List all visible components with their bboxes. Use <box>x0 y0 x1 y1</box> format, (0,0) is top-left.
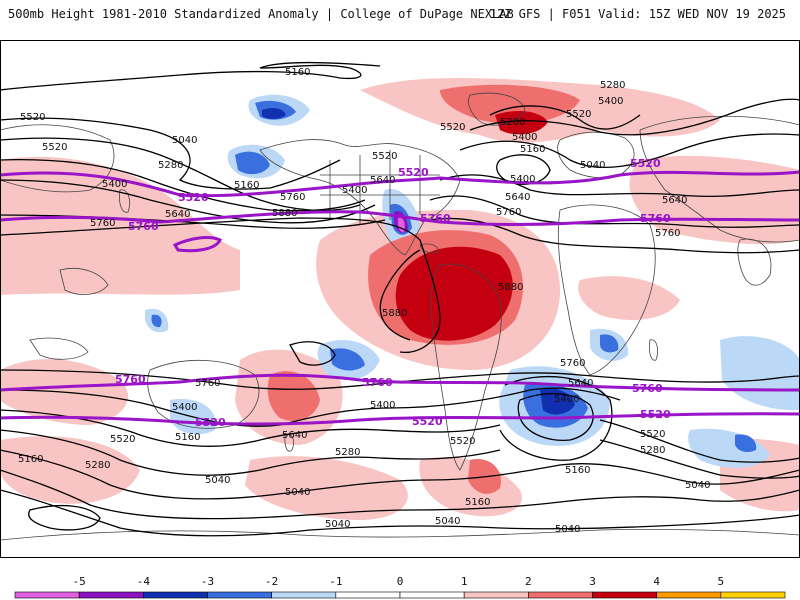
contour-label: 5520 <box>372 151 397 162</box>
purple-contour-label: 5520 <box>195 416 226 429</box>
colorbar-tick-label: 1 <box>461 575 468 588</box>
map-title: 500mb Height 1981-2010 Standardized Anom… <box>8 7 514 21</box>
contour-label: 5760 <box>280 192 305 203</box>
contour-label: 5520 <box>110 434 135 445</box>
anomaly-shading <box>0 78 800 520</box>
contour-label: 5640 <box>568 378 593 389</box>
purple-contour-label: 5520 <box>640 408 671 421</box>
colorbar-tick-label: 5 <box>718 575 725 588</box>
colorbar-swatch <box>335 591 401 599</box>
contour-label: 5880 <box>272 208 297 219</box>
contour-label: 5280 <box>600 80 625 91</box>
contour-label: 5520 <box>640 429 665 440</box>
contour-label: 5640 <box>370 175 395 186</box>
colorbar-tick-label: -2 <box>265 575 278 588</box>
purple-contour-label: 5760 <box>128 220 159 233</box>
contour-label: 5040 <box>555 524 580 535</box>
contour-label: 5160 <box>18 454 43 465</box>
contour-label: 5400 <box>102 179 127 190</box>
purple-contour-label: 5760 <box>420 212 451 225</box>
colorbar: -5 -4 -3 -2 -1 0 1 2 3 4 5 <box>14 575 786 599</box>
contour-label: 5160 <box>234 180 259 191</box>
purple-contour-label: 5520 <box>412 415 443 428</box>
colorbar-swatch <box>656 591 722 599</box>
contour-label: 5040 <box>580 160 605 171</box>
contour-label: 5400 <box>342 185 367 196</box>
contour-label: 5520 <box>450 436 475 447</box>
contour-label: 5040 <box>325 519 350 530</box>
colorbar-swatch <box>271 591 337 599</box>
contour-label: 5760 <box>496 207 521 218</box>
contour-label: 5160 <box>175 432 200 443</box>
colorbar-swatch <box>207 591 272 599</box>
purple-contour-label: 5760 <box>362 376 393 389</box>
contour-label: 5280 <box>500 117 525 128</box>
contour-label: 5400 <box>512 132 537 143</box>
colorbar-swatch <box>592 591 657 599</box>
contour-label: 5520 <box>440 122 465 133</box>
contour-label: 5160 <box>565 465 590 476</box>
contour-label: 5160 <box>520 144 545 155</box>
contour-label: 5160 <box>465 497 490 508</box>
colorbar-swatch <box>463 591 529 599</box>
contour-label: 5280 <box>640 445 665 456</box>
contour-label: 5400 <box>554 394 579 405</box>
purple-contour-labels: 5520 5760 5520 5760 5520 5760 5760 5760 … <box>115 157 671 429</box>
colorbar-swatches <box>14 591 786 599</box>
colorbar-swatch <box>14 591 80 599</box>
contour-label: 5400 <box>370 400 395 411</box>
colorbar-ticks: -5 -4 -3 -2 -1 0 1 2 3 4 5 <box>73 575 725 588</box>
contour-label: 5760 <box>655 228 680 239</box>
contour-label: 5280 <box>335 447 360 458</box>
purple-contour-label: 5760 <box>640 212 671 225</box>
purple-contour-label: 5520 <box>178 191 209 204</box>
purple-contour-label: 5760 <box>115 373 146 386</box>
purple-contours <box>0 170 800 426</box>
colorbar-tick-label: -4 <box>137 575 151 588</box>
contour-label: 5640 <box>662 195 687 206</box>
contour-label: 5400 <box>598 96 623 107</box>
colorbar-tick-label: -3 <box>201 575 214 588</box>
colorbar-swatch <box>399 591 465 599</box>
contour-label: 5280 <box>158 160 183 171</box>
contour-label: 5760 <box>90 218 115 229</box>
header: 500mb Height 1981-2010 Standardized Anom… <box>0 0 800 30</box>
contour-label: 5880 <box>382 308 407 319</box>
contour-label: 5040 <box>685 480 710 491</box>
contour-label: 5520 <box>566 109 591 120</box>
contour-label: 5280 <box>85 460 110 471</box>
colorbar-swatch <box>528 591 593 599</box>
contour-label: 5640 <box>165 209 190 220</box>
purple-contour-label: 5760 <box>632 382 663 395</box>
colorbar-tick-label: -1 <box>329 575 342 588</box>
colorbar-tick-label: 4 <box>653 575 660 588</box>
purple-contour-label: 5520 <box>630 157 661 170</box>
colorbar-tick-label: 0 <box>397 575 404 588</box>
colorbar-swatch <box>78 591 144 599</box>
colorbar-swatch <box>720 591 786 599</box>
contour-label: 5040 <box>285 487 310 498</box>
anomaly-map: 5160 5280 5400 5520 5040 5520 5280 5400 … <box>0 40 800 558</box>
colorbar-tick-label: 2 <box>525 575 532 588</box>
contour-label: 5400 <box>510 174 535 185</box>
contour-label: 5760 <box>560 358 585 369</box>
contour-label: 5040 <box>205 475 230 486</box>
run-valid-info: 12Z GFS | F051 Valid: 15Z WED NOV 19 202… <box>489 7 786 21</box>
contour-label: 5640 <box>282 430 307 441</box>
colorbar-tick-label: -5 <box>73 575 86 588</box>
contour-label: 5520 <box>42 142 67 153</box>
purple-contour-label: 5520 <box>398 166 429 179</box>
contour-labels: 5160 5280 5400 5520 5040 5520 5280 5400 … <box>18 67 710 535</box>
contour-label: 5760 <box>195 378 220 389</box>
contour-label: 5400 <box>172 402 197 413</box>
contour-label: 5160 <box>285 67 310 78</box>
contour-label: 5040 <box>172 135 197 146</box>
contour-label: 5520 <box>20 112 45 123</box>
contour-label: 5040 <box>435 516 460 527</box>
contour-label: 5880 <box>498 282 523 293</box>
colorbar-swatch <box>143 591 208 599</box>
colorbar-tick-label: 3 <box>589 575 596 588</box>
contour-label: 5640 <box>505 192 530 203</box>
